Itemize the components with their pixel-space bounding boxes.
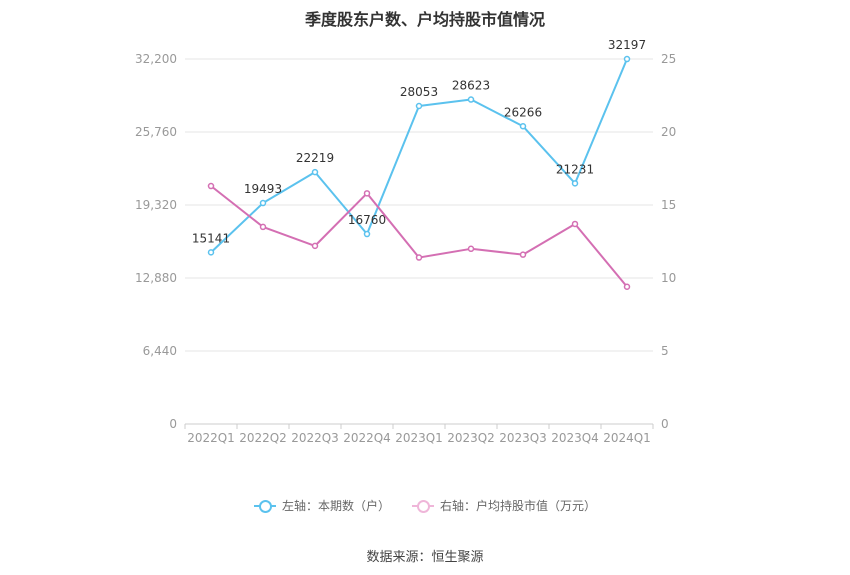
y-right-tick-label: 25 — [661, 52, 676, 66]
y-right-tick-label: 15 — [661, 198, 676, 212]
data-label: 21231 — [556, 162, 594, 176]
y-left-tick-label: 25,760 — [135, 125, 177, 139]
x-tick-label: 2022Q4 — [343, 431, 391, 445]
y-left-tick-label: 12,880 — [135, 271, 177, 285]
y-left-tick-label: 19,320 — [135, 198, 177, 212]
data-point — [571, 220, 579, 228]
data-point — [207, 182, 215, 190]
legend-line-circle-icon — [253, 499, 276, 513]
data-point — [363, 190, 371, 197]
y-right-tick-label: 0 — [661, 417, 669, 431]
data-point — [259, 223, 267, 231]
data-point — [571, 180, 579, 187]
data-point — [311, 242, 319, 250]
legend-item-avg-value[interactable]: 右轴：户均持股市值（万元） — [412, 497, 596, 514]
data-point — [623, 55, 631, 63]
x-tick-label: 2022Q3 — [291, 431, 339, 445]
x-tick-label: 2023Q1 — [395, 431, 443, 445]
y-left-tick-label: 0 — [169, 417, 177, 431]
data-label: 19493 — [244, 182, 282, 196]
data-point — [259, 199, 267, 207]
y-right-tick-label: 20 — [661, 125, 676, 139]
legend: 左轴：本期数（户） 右轴：户均持股市值（万元） — [0, 497, 850, 514]
data-label: 32197 — [608, 38, 646, 52]
data-label: 26266 — [504, 105, 542, 119]
x-tick-label: 2022Q1 — [187, 431, 235, 445]
x-tick-label: 2023Q2 — [447, 431, 495, 445]
series-line-1 — [210, 185, 628, 288]
data-point — [467, 96, 475, 103]
data-label: 28623 — [452, 79, 490, 93]
legend-label-avg-value: 右轴：户均持股市值（万元） — [440, 499, 597, 513]
legend-line-circle-icon — [412, 499, 434, 513]
data-label: 22219 — [296, 151, 334, 165]
x-tick-label: 2022Q2 — [239, 431, 287, 445]
data-point — [519, 123, 527, 130]
chart-title: 季度股东户数、户均持股市值情况 — [304, 10, 545, 29]
legend-item-households[interactable]: 左轴：本期数（户） — [253, 497, 390, 514]
data-point — [415, 254, 423, 261]
data-point — [363, 230, 371, 238]
y-left-tick-label: 32,200 — [135, 52, 177, 66]
data-point — [207, 249, 215, 256]
data-label: 15141 — [192, 231, 230, 245]
x-tick-label: 2023Q3 — [499, 431, 547, 445]
data-label: 28053 — [400, 85, 438, 99]
y-left-tick-label: 6,440 — [143, 344, 177, 358]
y-right-tick-label: 5 — [661, 344, 669, 358]
data-source: 数据来源：恒生聚源 — [366, 550, 484, 565]
legend-label-households: 左轴：本期数（户） — [281, 499, 390, 513]
data-point — [519, 251, 527, 258]
x-tick-label: 2024Q1 — [603, 431, 651, 445]
data-point — [623, 283, 631, 291]
y-right-tick-label: 10 — [661, 271, 676, 285]
data-point — [415, 102, 423, 110]
data-point — [467, 245, 475, 253]
data-point — [311, 168, 319, 176]
x-tick-label: 2023Q4 — [551, 431, 599, 445]
data-label: 16760 — [348, 213, 386, 227]
